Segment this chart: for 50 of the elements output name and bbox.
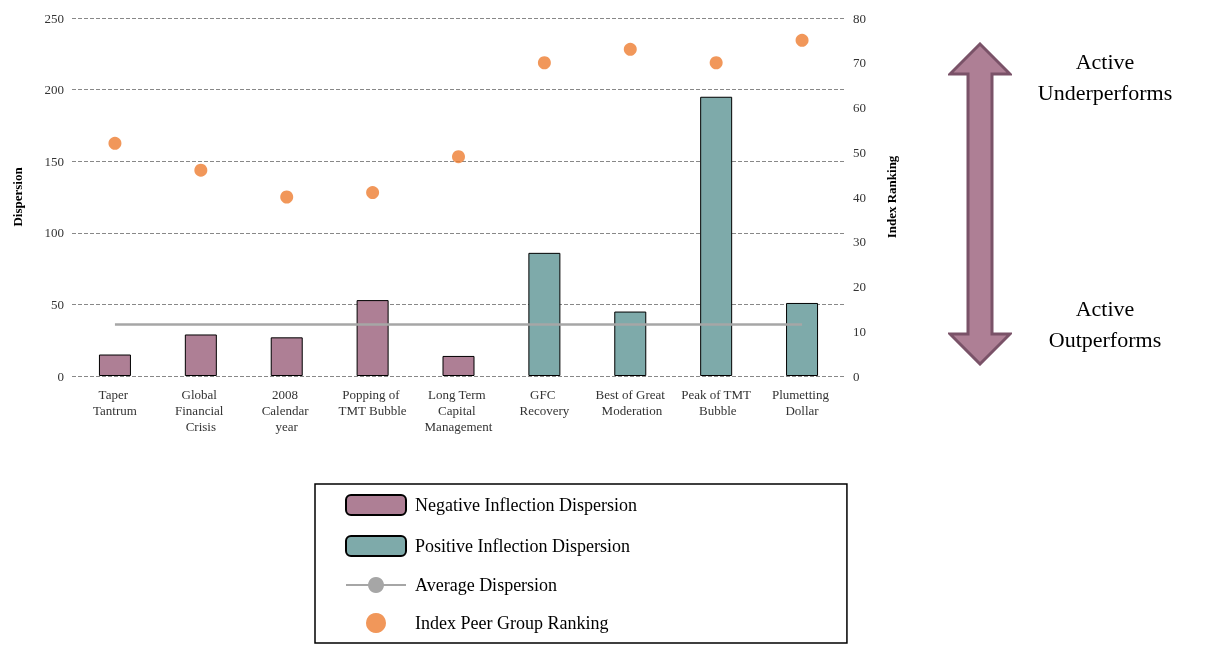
text: Active Underperforms: [1036, 48, 1174, 107]
y2-tick-label: 40: [853, 189, 866, 205]
bar: [786, 302, 819, 376]
point: [280, 190, 294, 204]
y2-tick-label: 0: [853, 368, 860, 384]
y2-axis-title: Index Ranking: [884, 155, 899, 239]
y-tick-label: 100: [44, 225, 64, 241]
legend-label: Negative Inflection Dispersion: [415, 495, 637, 515]
bar: [270, 337, 303, 376]
x-tick-label: 2008 Calendar year: [261, 386, 312, 434]
x-tick-label: Best of Great Moderation: [595, 386, 666, 418]
y2-tick-label: 70: [853, 55, 866, 71]
legend-label: Index Peer Group Ranking: [415, 613, 609, 633]
y2-tick-label: 10: [853, 323, 866, 339]
point: [108, 136, 122, 150]
point: [795, 33, 809, 47]
point: [366, 186, 380, 200]
text: Active Outperforms: [1047, 295, 1163, 354]
legend-label: Average Dispersion: [415, 575, 558, 595]
bar: [614, 311, 647, 376]
x-tick-label: Global Financial Crisis: [175, 386, 227, 434]
bar: [700, 96, 733, 376]
point: [623, 42, 637, 56]
bar: [528, 252, 561, 376]
bar: [184, 334, 217, 376]
y2-tick-label: 30: [853, 234, 866, 250]
y2-tick-label: 50: [853, 144, 866, 160]
bar: [98, 354, 131, 376]
bar: [442, 355, 475, 376]
x-tick-label: Taper Tantrum: [93, 386, 137, 418]
x-tick-label: Plumetting Dollar: [771, 386, 833, 418]
y-tick-label: 150: [44, 153, 64, 169]
y-tick-label: 250: [44, 10, 64, 26]
y-axis-title: Dispersion: [10, 166, 25, 227]
legend-label: Positive Inflection Dispersion: [415, 536, 630, 556]
y-tick-label: 200: [44, 82, 64, 98]
point: [194, 163, 208, 177]
point: [452, 150, 465, 164]
point: [537, 56, 551, 70]
bar: [356, 300, 389, 376]
y2-tick-label: 60: [853, 100, 866, 115]
y2-tick-label: 80: [853, 10, 866, 26]
x-tick-label: Long Term Capital Management: [424, 386, 493, 434]
x-tick-label: Peak of TMT Bubble: [681, 386, 752, 418]
y2-tick-label: 20: [853, 279, 866, 294]
x-tick-label: GFC Recovery: [519, 386, 570, 418]
x-tick-label: Popping of TMT Bubble: [338, 386, 407, 418]
point: [709, 56, 723, 70]
y-tick-label: 50: [51, 296, 64, 312]
y-tick-label: 0: [57, 368, 64, 384]
